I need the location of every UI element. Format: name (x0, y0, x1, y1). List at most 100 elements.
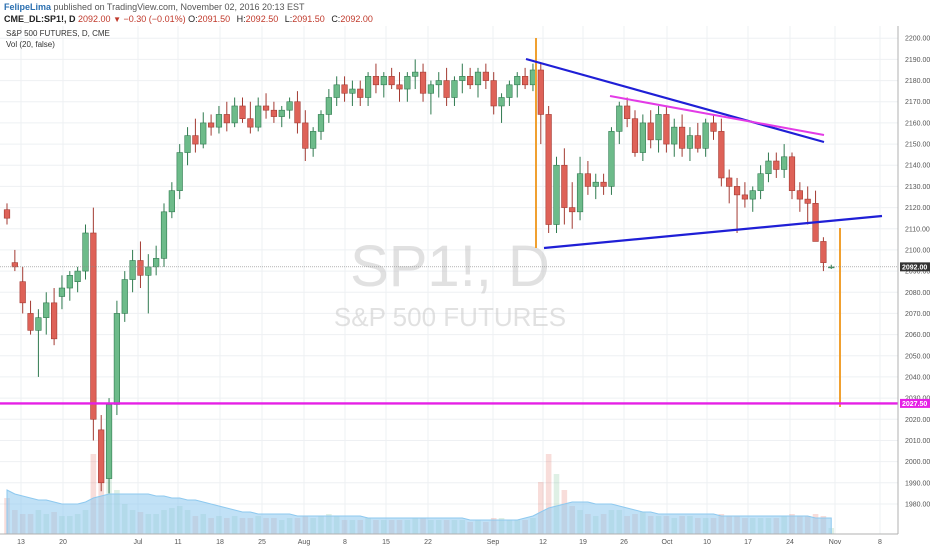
candle-body (435, 80, 442, 86)
chart-legend-title: S&P 500 FUTURES, D, CME (6, 29, 110, 38)
candle-body (726, 177, 733, 187)
candle (694, 122, 701, 153)
candle (828, 264, 835, 269)
candle (58, 275, 66, 310)
candle (239, 97, 246, 123)
candle (184, 127, 191, 166)
candle (545, 105, 552, 233)
candle (749, 186, 756, 212)
candle (592, 173, 599, 200)
candle (726, 169, 733, 204)
time-tick-label: 13 (17, 539, 25, 546)
candle (50, 288, 58, 346)
candle (718, 118, 725, 187)
candle-body (215, 114, 223, 128)
candle (357, 80, 364, 106)
candle (608, 127, 615, 195)
candle (710, 114, 717, 140)
candle-body (820, 241, 827, 263)
candle (443, 67, 450, 106)
candle (168, 182, 175, 219)
candle (788, 152, 796, 200)
candle-body (396, 84, 403, 90)
time-tick-label: 8 (343, 539, 347, 546)
candle-body (498, 97, 505, 107)
author-link[interactable]: FelipeLima (4, 2, 52, 12)
candle-body (372, 76, 380, 86)
time-tick-label: 17 (744, 539, 752, 546)
price-chart[interactable]: SP1!, D S&P 500 FUTURES 2200.00 2190.00 21… (0, 26, 932, 550)
candle-body (247, 118, 254, 128)
candle-body (27, 313, 34, 331)
candle-body (569, 207, 576, 213)
candle (419, 63, 427, 102)
candle-body (121, 279, 128, 314)
candle-body (364, 76, 372, 98)
candle-body (153, 258, 160, 268)
price-tick-label: 2060.00 (905, 332, 930, 339)
candle (137, 241, 144, 289)
time-axis[interactable]: 13 20 Jul 11 18 25 Aug 8 15 22 Sep 12 19 26 Oct 10 17 24 N… (17, 539, 882, 546)
candle-body (474, 71, 482, 86)
ohlc-line: CME_DL:SP1!, D 2092.00 ▼ −0.30 (−0.01%) … (4, 14, 377, 24)
candle-body (639, 122, 646, 153)
candle (655, 105, 662, 153)
candle-body (3, 209, 11, 219)
close-label: C: (331, 14, 341, 24)
candle-body (404, 76, 411, 90)
candle (325, 89, 332, 123)
price-tick-label: 1980.00 (905, 501, 930, 508)
low-label: L: (284, 14, 293, 24)
candle-body (113, 313, 120, 405)
candle (427, 80, 435, 115)
volume-ma-area (6, 489, 832, 535)
candle (678, 114, 686, 157)
candle-body (317, 114, 325, 132)
candle (820, 237, 827, 272)
candle-body (145, 266, 152, 276)
candle-body (624, 105, 631, 119)
candle (215, 105, 223, 134)
candle-body (192, 135, 199, 145)
time-tick-label: 26 (620, 539, 628, 546)
candle (498, 93, 505, 123)
candle (490, 72, 497, 115)
candle-body (796, 190, 803, 200)
candle (781, 144, 788, 178)
volume-bar (553, 474, 560, 534)
candle-body (302, 122, 309, 149)
high-label: H: (236, 14, 246, 24)
candle-body (663, 114, 670, 145)
magenta-trendline[interactable] (609, 95, 825, 136)
candle (247, 101, 254, 134)
candle (506, 80, 513, 106)
watermark-name: S&P 500 FUTURES (334, 302, 566, 332)
time-tick-label: Jul (134, 539, 143, 546)
time-tick-label: Aug (298, 539, 311, 546)
candle (451, 76, 458, 106)
time-tick-label: 22 (424, 539, 432, 546)
candle (671, 118, 678, 157)
candle (270, 101, 278, 123)
change-value: −0.30 (−0.01%) (123, 14, 186, 24)
candle (663, 105, 670, 153)
candle (3, 203, 11, 225)
price-tick-label: 2110.00 (905, 226, 930, 233)
candle-body (255, 105, 262, 128)
price-tick-label: 2000.00 (905, 459, 930, 466)
candle (796, 182, 803, 212)
candle-body (616, 105, 623, 132)
price-tick-label: 2120.00 (905, 205, 930, 212)
candle-body (35, 317, 42, 331)
candle-body (160, 211, 168, 259)
candle (302, 110, 309, 162)
candle (27, 300, 34, 335)
candle-body (506, 84, 513, 98)
candle (435, 72, 442, 98)
upper-blue-trendline[interactable] (525, 57, 825, 144)
candle-body (270, 109, 278, 117)
support-price-box (900, 398, 930, 408)
lower-blue-trendline[interactable] (543, 214, 883, 250)
price-axis[interactable]: 2200.00 2190.00 2180.00 2170.00 2160.00 2150.… (905, 36, 930, 509)
candle-body (310, 131, 317, 149)
